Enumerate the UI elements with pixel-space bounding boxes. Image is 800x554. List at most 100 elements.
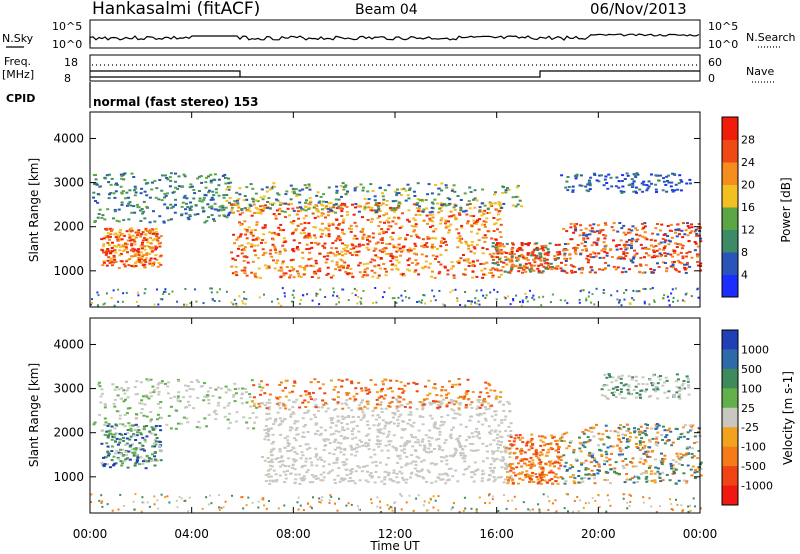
range-cell [400, 250, 404, 253]
range-cell [670, 292, 673, 295]
range-cell [427, 447, 431, 450]
range-cell [135, 300, 138, 303]
range-cell [623, 298, 626, 301]
range-cell [143, 266, 147, 269]
range-cell [226, 388, 230, 391]
range-cell [169, 172, 173, 175]
range-cell [175, 499, 178, 502]
range-cell [535, 455, 539, 458]
range-cell [92, 191, 96, 194]
range-cell [323, 460, 326, 463]
colorbar-swatch [722, 184, 738, 208]
range-cell [122, 178, 126, 181]
range-cell [472, 198, 476, 201]
range-cell [364, 442, 368, 445]
range-cell [315, 453, 319, 456]
range-cell [334, 198, 338, 201]
range-cell [592, 251, 596, 254]
range-cell [642, 452, 646, 455]
range-cell [322, 193, 325, 196]
range-cell [271, 300, 273, 303]
range-cell [589, 253, 593, 256]
range-cell [452, 277, 456, 279]
range-cell [165, 177, 169, 179]
range-cell [519, 300, 521, 303]
range-cell [263, 392, 267, 395]
range-cell [615, 248, 619, 251]
range-cell [473, 252, 476, 255]
range-cell [413, 271, 417, 273]
range-cell [619, 424, 622, 427]
range-cell [306, 469, 310, 472]
range-cell [154, 459, 158, 462]
range-cell [614, 461, 618, 464]
range-cell [440, 415, 444, 418]
range-cell [260, 241, 263, 244]
range-cell [258, 405, 262, 408]
range-cell [104, 421, 108, 424]
range-cell [278, 448, 282, 451]
range-cell [661, 189, 665, 192]
range-cell [671, 508, 674, 511]
range-cell [632, 173, 636, 176]
range-cell [304, 460, 308, 463]
range-cell [559, 464, 563, 467]
range-cell [508, 410, 512, 412]
range-cell [371, 414, 375, 417]
range-cell [341, 288, 344, 291]
range-cell [373, 195, 377, 198]
range-cell [439, 478, 443, 481]
range-cell [245, 401, 249, 404]
range-cell [212, 218, 216, 221]
range-cell [224, 206, 228, 209]
range-cell [524, 262, 528, 265]
range-cell [451, 506, 454, 509]
range-cell [223, 173, 227, 176]
range-cell [366, 243, 370, 246]
range-cell [430, 481, 434, 484]
range-cell [148, 221, 152, 224]
range-cell [456, 297, 459, 300]
range-cell [360, 297, 363, 300]
range-cell [203, 221, 207, 224]
range-cell [376, 205, 380, 208]
range-cell [389, 505, 392, 508]
range-cell [150, 228, 154, 231]
range-cell [332, 206, 336, 209]
range-cell [314, 416, 318, 419]
colorbar-swatch [722, 162, 738, 185]
range-cell [166, 178, 170, 181]
range-cell [456, 195, 460, 197]
range-cell [301, 257, 305, 259]
range-cell [490, 271, 494, 274]
range-cell [605, 456, 609, 459]
range-cell [243, 220, 247, 223]
range-cell [413, 219, 417, 222]
range-cell [228, 211, 232, 214]
range-cell [588, 271, 592, 274]
range-cell [397, 422, 401, 425]
range-cell [512, 299, 515, 302]
range-cell [452, 214, 456, 217]
range-cell [156, 239, 160, 242]
range-cell [316, 191, 320, 194]
range-cell [458, 403, 462, 406]
range-cell [420, 253, 424, 256]
range-cell [203, 395, 207, 398]
range-cell [459, 446, 462, 449]
range-cell [334, 211, 338, 214]
range-cell [489, 405, 493, 408]
range-cell [417, 207, 421, 210]
range-cell [140, 247, 144, 250]
range-cell [384, 274, 388, 277]
range-cell [445, 472, 449, 475]
range-cell [382, 397, 386, 400]
range-cell [395, 250, 399, 253]
range-cell [117, 208, 121, 211]
range-cell [169, 203, 173, 206]
range-cell [376, 241, 380, 244]
range-cell [159, 263, 163, 266]
range-cell [499, 396, 502, 398]
range-cell [127, 202, 131, 205]
range-cell [114, 452, 118, 455]
